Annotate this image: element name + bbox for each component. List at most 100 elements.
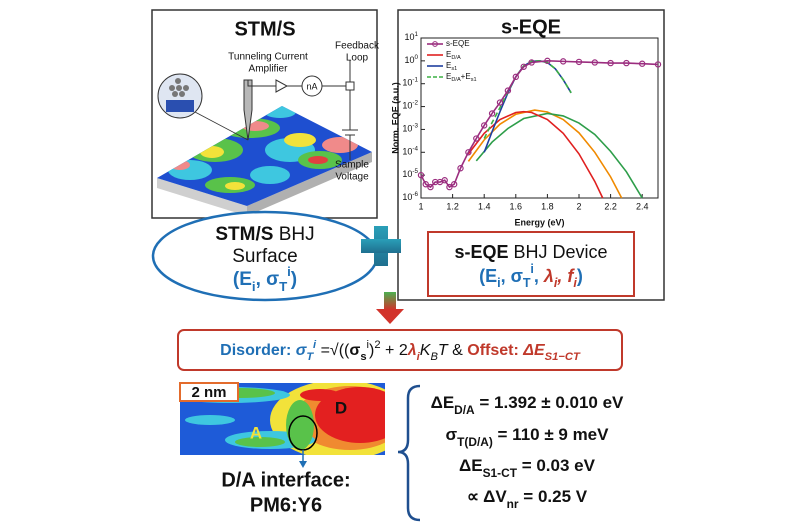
y-tick-label: 10-3 bbox=[402, 123, 418, 134]
text-run: i bbox=[497, 276, 501, 290]
series-line bbox=[475, 112, 643, 199]
stm-caption: STM/S BHJ bbox=[215, 224, 314, 245]
amplifier-label: Tunneling Current bbox=[228, 52, 308, 63]
y-tick-label: 101 bbox=[404, 31, 418, 42]
circuit bbox=[243, 60, 358, 160]
data-point bbox=[417, 171, 425, 179]
data-point bbox=[560, 58, 567, 65]
legend-label: ED/A+Es1 bbox=[446, 72, 477, 83]
text-run: = bbox=[316, 342, 330, 359]
text-run: i bbox=[313, 339, 317, 351]
data-point bbox=[446, 183, 453, 191]
x-tick-label: 1.8 bbox=[541, 201, 554, 211]
text-run: i bbox=[252, 279, 256, 294]
y-tick-label: 10-4 bbox=[402, 145, 418, 156]
data-point bbox=[488, 110, 496, 117]
x-tick-label: 1.4 bbox=[478, 201, 491, 211]
text-run: 10 bbox=[402, 192, 412, 202]
amplifier-label: Amplifier bbox=[249, 64, 289, 75]
donor-label: D bbox=[335, 398, 347, 417]
text-run: S1-CT bbox=[483, 466, 518, 480]
text-run: , f bbox=[556, 266, 575, 286]
text-run: , σ bbox=[256, 269, 280, 290]
text-run: ) bbox=[577, 266, 583, 286]
y-tick-label: 10-1 bbox=[402, 77, 418, 88]
text-run: S1−CT bbox=[545, 351, 581, 363]
text-run: STM/S bbox=[215, 224, 273, 245]
legend-label: ED/A bbox=[446, 50, 461, 61]
x-tick-label: 1.6 bbox=[510, 201, 523, 211]
text-run: D/A bbox=[451, 77, 461, 83]
scale-label: 2 nm bbox=[191, 384, 226, 401]
formula: Disorder: σTi =√((σsi)2 + 2λiKBT & Offse… bbox=[220, 339, 581, 363]
result: σT(D/A) = 110 ± 9 meV bbox=[446, 425, 610, 449]
text-run: -6 bbox=[412, 191, 418, 198]
data-point bbox=[473, 135, 480, 142]
text-run: Disorder: bbox=[220, 342, 296, 359]
text-run: = 1.392 ± 0.010 eV bbox=[475, 393, 624, 412]
x-tick-label: 2 bbox=[576, 201, 581, 211]
text-run: s1 bbox=[471, 77, 477, 83]
eqe-caption-box bbox=[427, 231, 635, 297]
voltage-label: Voltage bbox=[335, 172, 369, 183]
text-run: 10 bbox=[402, 78, 412, 88]
plus-sign bbox=[361, 226, 401, 266]
data-point bbox=[623, 59, 630, 67]
text-run: -1 bbox=[412, 77, 418, 84]
text-run: , σ bbox=[501, 266, 523, 286]
data-point bbox=[544, 57, 551, 65]
text-run: 1 bbox=[414, 31, 418, 38]
text-run: s-EQE bbox=[454, 242, 508, 262]
text-run: nr bbox=[507, 497, 519, 511]
text-run: ( bbox=[233, 269, 240, 290]
text-run: BHJ Device bbox=[509, 242, 608, 262]
text-run: T bbox=[438, 342, 449, 359]
data-point bbox=[496, 99, 504, 106]
text-run: 10 bbox=[402, 101, 412, 111]
current-unit: nA bbox=[306, 81, 317, 91]
text-run: T(D/A) bbox=[457, 435, 493, 449]
text-run: i bbox=[554, 276, 558, 290]
eqe-caption: (Ei, σTi, λi, fi) bbox=[479, 262, 583, 290]
y-tick-label: 10-2 bbox=[402, 100, 418, 111]
data-point bbox=[504, 87, 512, 94]
stm-image bbox=[179, 382, 385, 468]
text-run: K bbox=[420, 342, 432, 359]
result: ΔED/A = 1.392 ± 0.010 eV bbox=[431, 393, 624, 417]
acceptor-label: A bbox=[250, 423, 262, 442]
text-run: 2 bbox=[374, 339, 380, 351]
interface-label: D/A interface: bbox=[221, 469, 350, 491]
brace bbox=[397, 384, 421, 522]
data-point bbox=[607, 59, 614, 67]
result: ΔES1-CT = 0.03 eV bbox=[459, 456, 596, 480]
text-run: i bbox=[530, 262, 534, 276]
y-tick-label: 10-5 bbox=[402, 168, 418, 179]
text-run: ∝ ΔV bbox=[467, 487, 507, 506]
feedback-label: Feedback bbox=[335, 41, 380, 52]
text-run: B bbox=[430, 351, 438, 363]
stm-caption: Surface bbox=[232, 246, 297, 267]
text-run: -5 bbox=[412, 168, 418, 175]
x-tick-label: 2.2 bbox=[604, 201, 617, 211]
data-point bbox=[427, 183, 434, 191]
y-axis-label: Norm. EQE (a.u.) bbox=[390, 82, 400, 154]
x-tick-label: 1 bbox=[418, 201, 423, 211]
x-tick-label: 2.4 bbox=[636, 201, 649, 211]
eqe-title: s-EQE bbox=[501, 16, 561, 38]
text-run: BHJ bbox=[273, 224, 314, 245]
text-run: 10 bbox=[402, 170, 412, 180]
text-run: 10 bbox=[402, 124, 412, 134]
x-tick-label: 1.2 bbox=[446, 201, 459, 211]
feedback-label: Loop bbox=[346, 53, 369, 64]
text-run: E bbox=[446, 61, 451, 70]
text-run: E bbox=[239, 269, 252, 290]
text-run: +E bbox=[461, 72, 471, 81]
text-run: √ bbox=[330, 342, 339, 359]
text-run: & bbox=[448, 342, 468, 359]
text-run: i bbox=[367, 339, 370, 351]
text-run: i bbox=[417, 351, 421, 363]
series-line bbox=[483, 60, 572, 139]
legend-label: s-EQE bbox=[446, 39, 470, 48]
down-arrow bbox=[376, 292, 404, 324]
text-run: E bbox=[446, 50, 451, 59]
